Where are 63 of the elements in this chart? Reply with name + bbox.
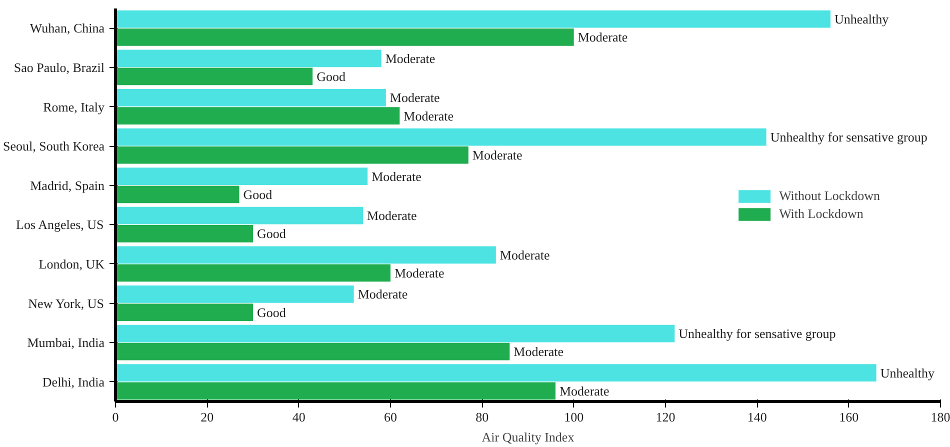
bar xyxy=(116,10,830,28)
bar xyxy=(116,186,240,204)
x-tick-label: 120 xyxy=(656,410,676,424)
bar xyxy=(116,264,390,282)
data-label: Moderate xyxy=(472,148,522,163)
data-label: Moderate xyxy=(404,108,454,124)
data-label: Moderate xyxy=(390,90,440,106)
bar xyxy=(116,382,556,400)
x-tick-label: 140 xyxy=(747,410,767,424)
bar xyxy=(116,28,574,46)
y-tick-label: London, UK xyxy=(38,256,106,272)
data-label: Unhealthy for sensative group xyxy=(678,326,836,342)
bar xyxy=(116,107,400,124)
y-tick-label: New York, US xyxy=(28,296,104,311)
data-label: Good xyxy=(257,226,286,242)
x-tick-label: 100 xyxy=(564,410,584,424)
x-tick-label: 0 xyxy=(112,410,119,424)
x-tick-label: 40 xyxy=(292,410,306,424)
bar xyxy=(116,364,876,382)
data-label: Moderate xyxy=(385,50,436,66)
data-label: Unhealthy for sensative group xyxy=(770,130,928,145)
data-label: Good xyxy=(243,186,273,202)
bar xyxy=(116,206,363,224)
bar xyxy=(116,146,468,164)
x-tick-label: 80 xyxy=(476,410,489,424)
x-axis-title: Air Quality Index xyxy=(482,430,575,444)
x-tick-label: 160 xyxy=(839,410,859,424)
bar xyxy=(116,286,354,303)
x-tick-label: 60 xyxy=(384,410,397,424)
data-label: Good xyxy=(257,304,286,320)
x-tick-label: 20 xyxy=(200,410,214,424)
y-tick-label: Rome, Italy xyxy=(43,99,105,114)
data-label: Unhealthy xyxy=(834,12,890,27)
legend-label: Without Lockdown xyxy=(779,188,880,204)
data-label: Moderate xyxy=(578,30,628,45)
data-label: Moderate xyxy=(372,168,422,184)
bar xyxy=(116,68,313,86)
bar xyxy=(116,128,766,146)
bar xyxy=(116,89,386,106)
bar xyxy=(116,304,253,321)
bar xyxy=(116,324,675,342)
y-tick-label: Madrid, Spain xyxy=(30,178,105,193)
data-label: Moderate xyxy=(514,344,564,360)
data-label: Good xyxy=(316,68,346,84)
data-label: Moderate xyxy=(500,247,550,262)
bar xyxy=(116,342,510,360)
data-label: Moderate xyxy=(560,383,610,398)
data-label: Unhealthy xyxy=(880,365,935,380)
y-tick-label: Mumbai, India xyxy=(27,335,105,350)
data-label: Moderate xyxy=(358,286,408,302)
x-tick-label: 180 xyxy=(930,410,950,424)
y-tick-label: Sao Paulo, Brazil xyxy=(14,60,105,75)
bar xyxy=(116,168,368,185)
data-label: Moderate xyxy=(367,208,418,224)
bar xyxy=(116,225,253,242)
y-tick-label: Wuhan, China xyxy=(30,20,105,36)
data-label: Moderate xyxy=(394,265,445,280)
y-tick-label: Delhi, India xyxy=(42,374,105,390)
bar xyxy=(116,246,496,264)
y-tick-label: Seoul, South Korea xyxy=(3,138,105,154)
bar xyxy=(116,50,382,68)
legend-label: With Lockdown xyxy=(779,206,864,222)
y-tick-label: Los Angeles, US xyxy=(16,217,104,232)
